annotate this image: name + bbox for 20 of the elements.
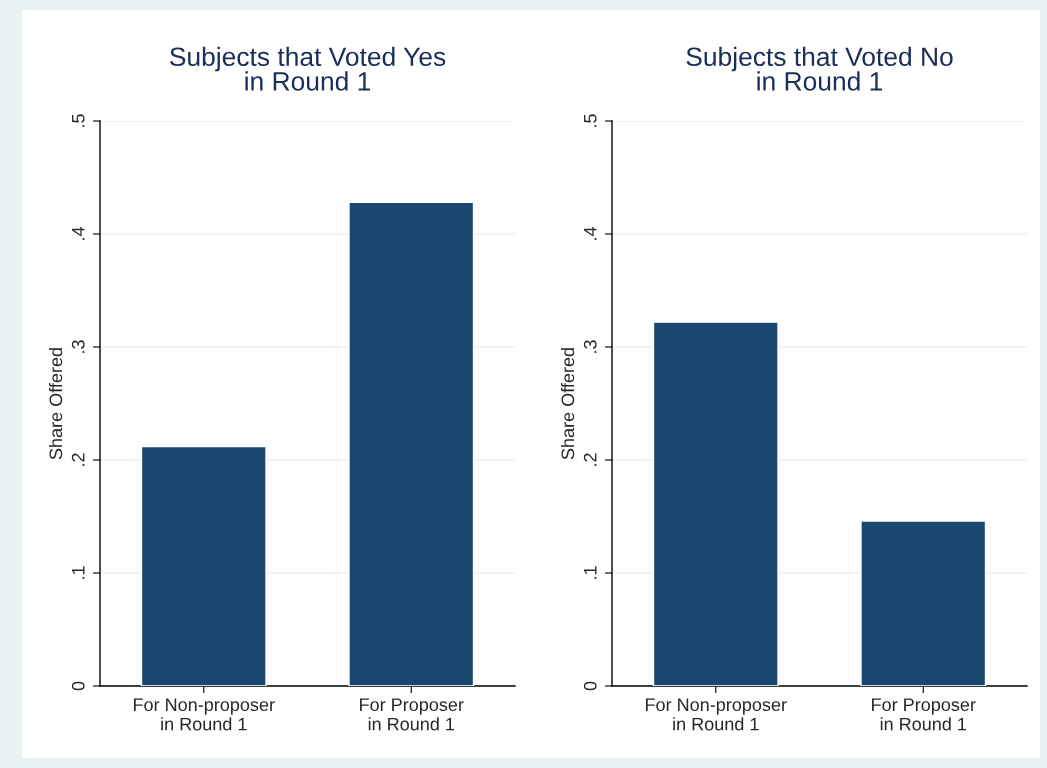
- y-tick-label: .5: [584, 114, 597, 127]
- y-tick-label: .4: [584, 227, 597, 240]
- y-tick-label: .3: [583, 340, 597, 353]
- y-axis-title: Share Offered: [560, 348, 575, 460]
- y-tick-label: .2: [583, 453, 597, 466]
- y-tick-label: .1: [72, 566, 85, 579]
- y-tick-label: .5: [72, 114, 85, 127]
- x-tick-label: For Proposer in Round 1: [872, 698, 976, 731]
- y-tick-label: .1: [584, 566, 597, 579]
- y-axis-title: Share Offered: [48, 348, 63, 460]
- y-tick-label: .2: [71, 453, 85, 466]
- chart-title: Subjects that Voted Yes in Round 1: [170, 46, 446, 91]
- x-tick-label: For Non-proposer in Round 1: [133, 698, 275, 731]
- x-tick-label: For Proposer in Round 1: [360, 698, 464, 731]
- y-tick-label: 0: [583, 681, 597, 691]
- y-tick-label: .4: [72, 227, 85, 240]
- x-tick-label: For Non-proposer in Round 1: [645, 698, 787, 731]
- y-tick-label: 0: [71, 681, 85, 691]
- y-tick-label: .3: [71, 340, 85, 353]
- chart-title: Subjects that Voted No in Round 1: [686, 46, 953, 91]
